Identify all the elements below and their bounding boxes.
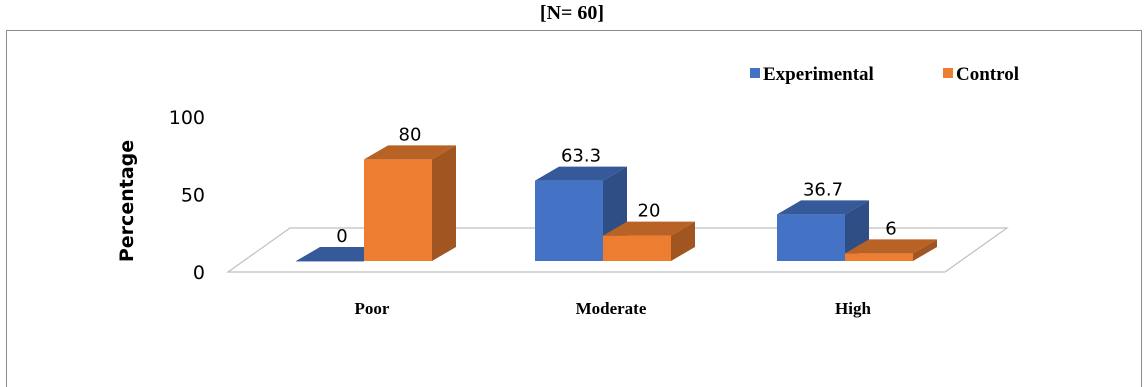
legend-label: Experimental [763, 64, 874, 85]
category-label: High [835, 299, 871, 318]
bars [296, 145, 937, 262]
bar-experimental-high [777, 200, 869, 261]
legend-swatch [750, 68, 760, 78]
bar-front [777, 214, 845, 261]
sample-size-label: [N= 60] [539, 2, 605, 24]
legend-label: Control [956, 64, 1019, 85]
y-axis: 0 50 100 Percentage [116, 107, 205, 284]
y-axis-label: Percentage [116, 140, 138, 262]
data-labels: 0 80 Poor 63.3 20 Moderate 36.7 6 High [336, 124, 896, 318]
y-tick-label: 50 [181, 185, 205, 207]
data-label: 36.7 [803, 179, 843, 200]
bar-top [535, 166, 627, 181]
bar-top [777, 200, 869, 215]
bar-front [845, 253, 913, 261]
y-tick-label: 0 [193, 262, 205, 284]
bar-front [603, 235, 671, 261]
bar-side [913, 239, 937, 261]
chart-frame [6, 30, 1142, 387]
bar-side [432, 145, 456, 261]
bar-control-high [845, 239, 937, 261]
bar-top [603, 221, 695, 236]
bar-front [535, 180, 603, 261]
category-label: Moderate [576, 299, 647, 318]
bar-side [671, 221, 695, 261]
bar-control-poor [364, 145, 456, 261]
bar-front [364, 159, 432, 261]
category-label: Poor [355, 299, 390, 318]
legend-swatch [943, 68, 953, 78]
data-label: 6 [885, 218, 896, 239]
y-tick-label: 100 [169, 107, 205, 129]
data-label: 20 [638, 201, 661, 222]
legend-item-experimental: Experimental [750, 64, 874, 85]
bar-control-moderate [603, 221, 695, 261]
legend: Experimental Control [750, 64, 1019, 85]
data-label: 0 [336, 226, 347, 247]
bar-top [364, 145, 456, 160]
bar-front [296, 261, 364, 262]
data-label: 80 [399, 124, 422, 145]
data-label: 63.3 [561, 146, 601, 167]
bar-top [845, 239, 937, 254]
floor-outline [226, 227, 1009, 273]
chart-floor [226, 227, 1009, 273]
legend-item-control: Control [943, 64, 1019, 85]
